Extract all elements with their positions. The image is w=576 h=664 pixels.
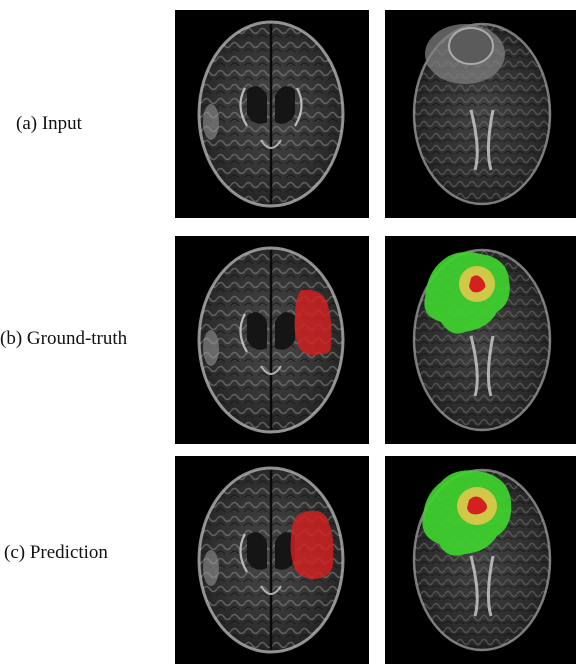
row-label-prediction: (c) Prediction xyxy=(4,542,108,563)
input-scan-right xyxy=(385,10,576,218)
enhancing-mask-red xyxy=(469,275,486,293)
input-scan-left xyxy=(175,10,369,218)
enhancing-mask-red xyxy=(467,496,487,515)
lesion-mask-red xyxy=(290,510,334,579)
row-label-input: (a) Input xyxy=(16,113,82,134)
prediction-scan-left xyxy=(175,456,369,664)
row-label-ground-truth: (b) Ground-truth xyxy=(0,328,128,349)
lesion-mask-red xyxy=(294,289,332,356)
ground-truth-scan-right xyxy=(385,236,576,444)
ground-truth-scan-left xyxy=(175,236,369,444)
prediction-scan-right xyxy=(385,456,576,664)
